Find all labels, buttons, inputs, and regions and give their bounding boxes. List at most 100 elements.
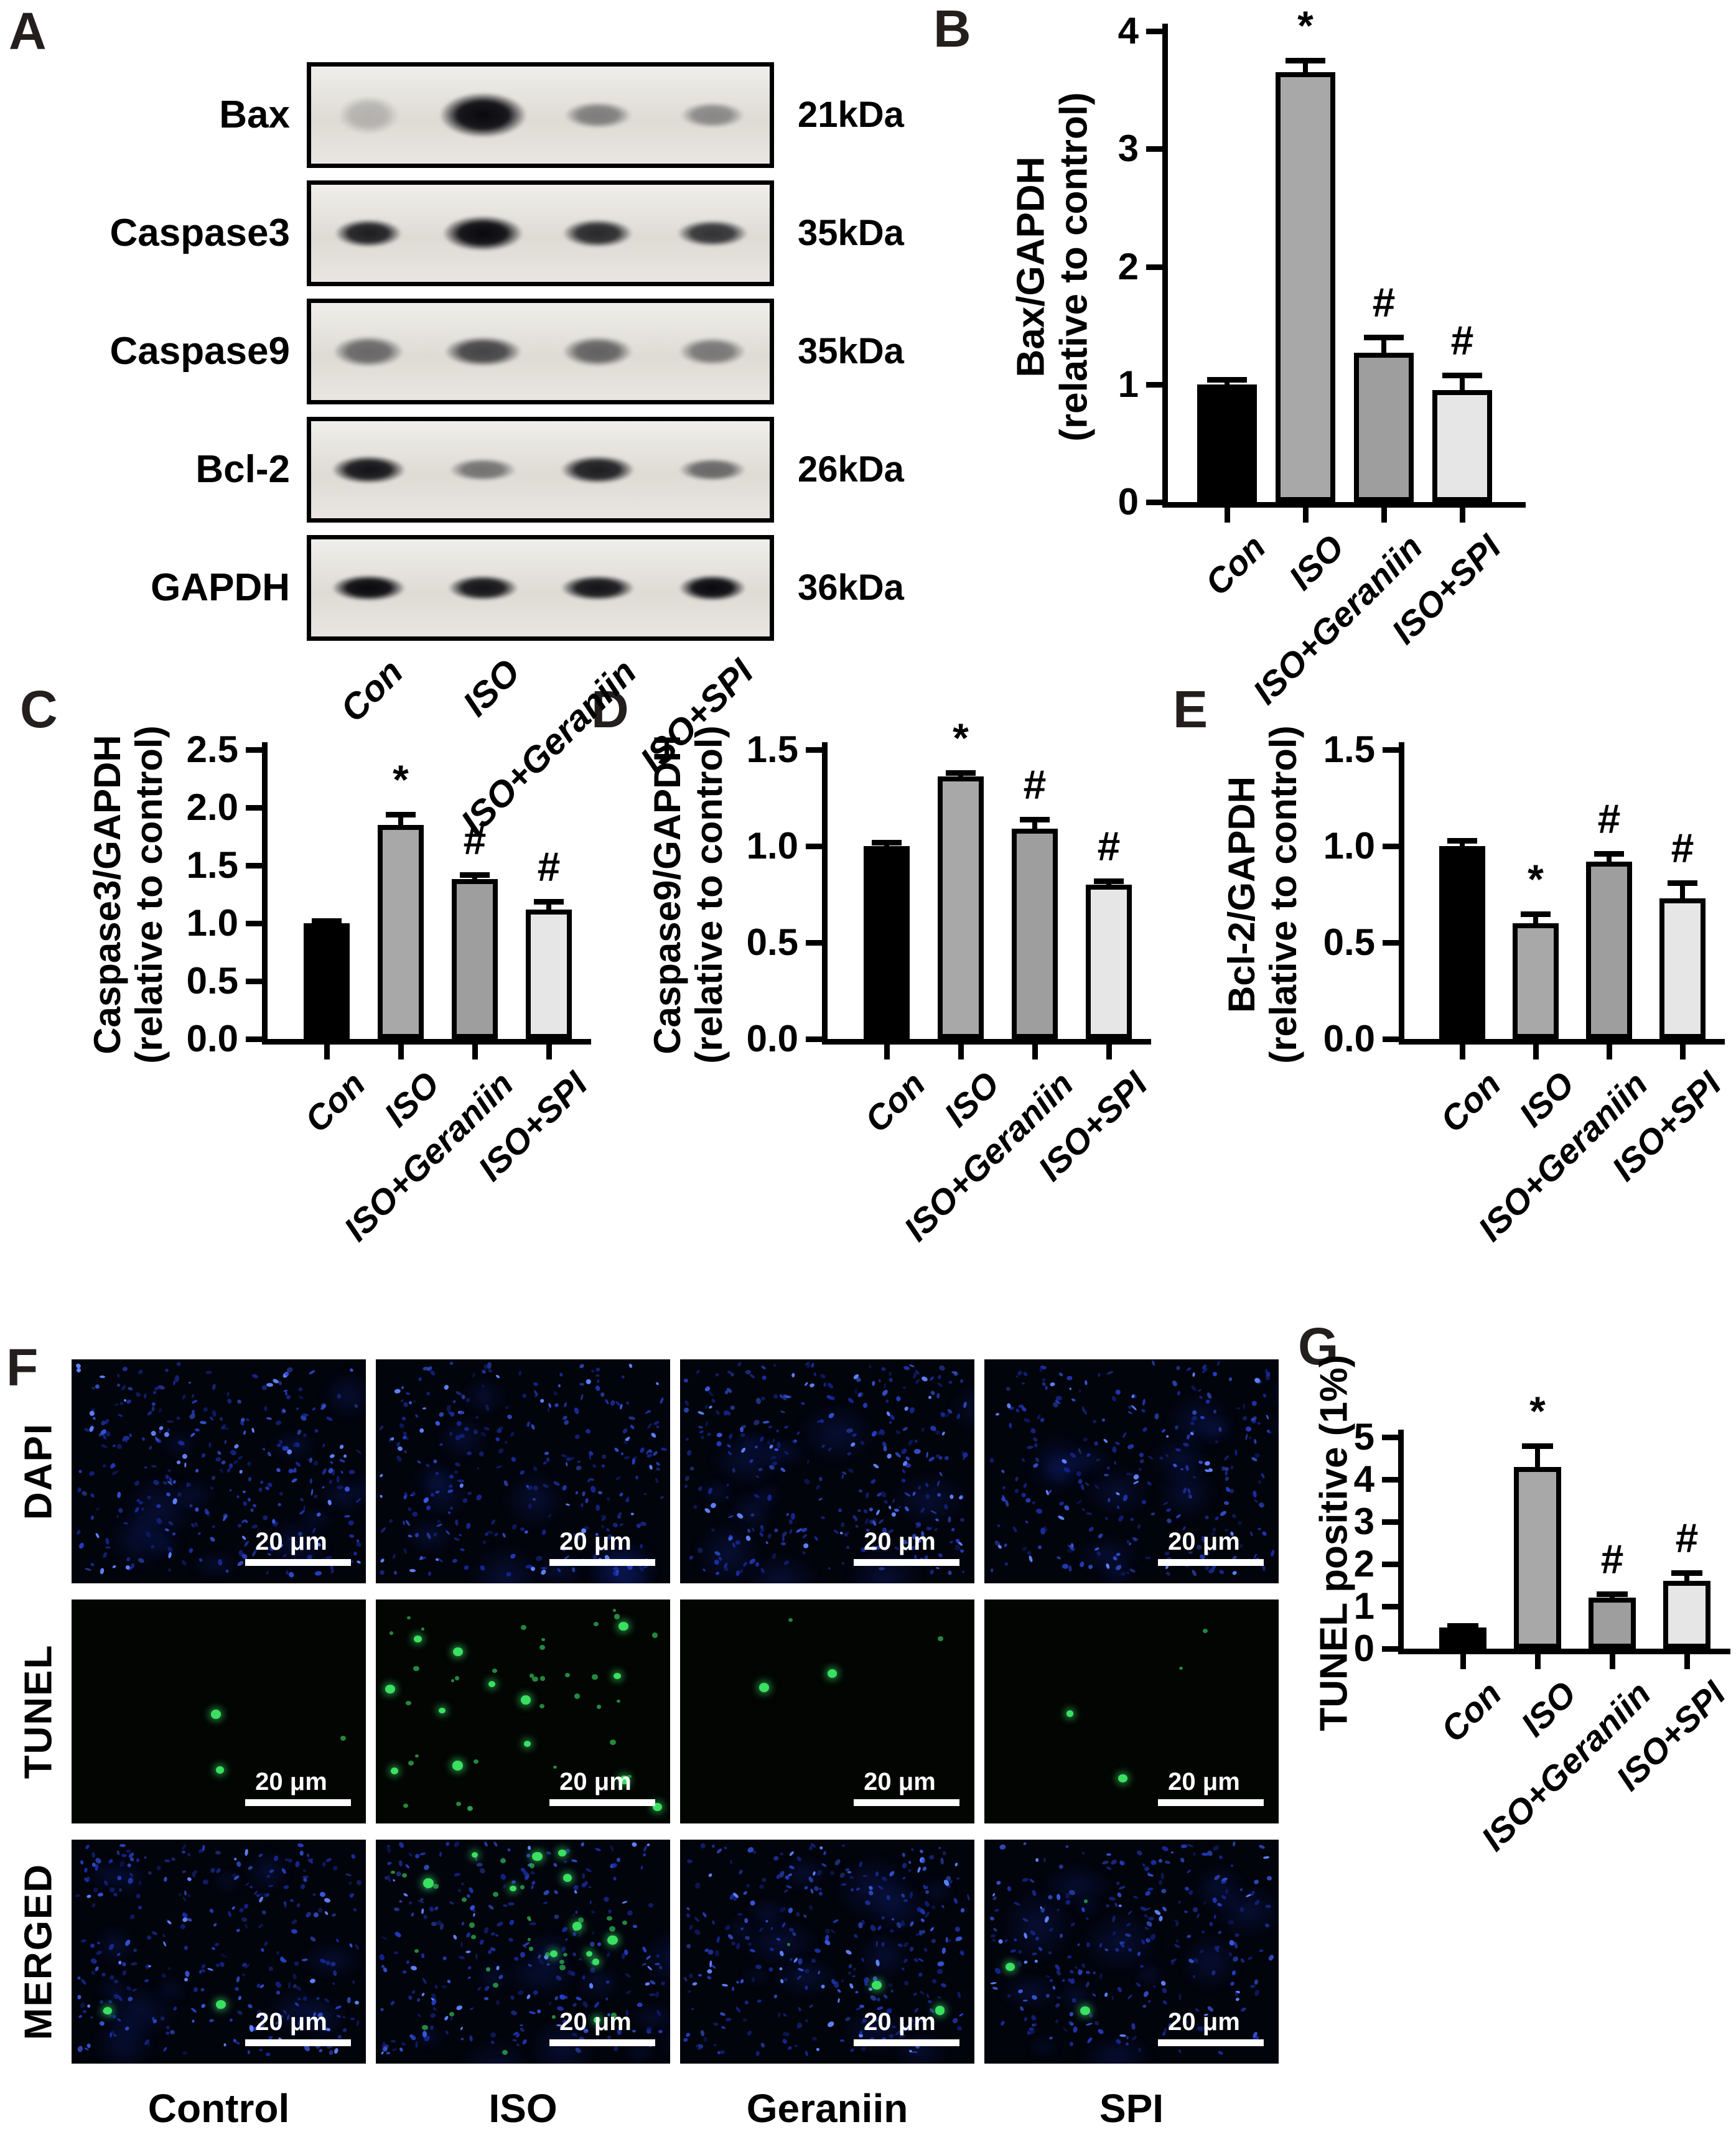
dapi-haze xyxy=(1014,1421,1103,1508)
x-category-label: ISO+Geraniin xyxy=(1473,1674,1658,1858)
y-tick xyxy=(806,844,822,849)
significance-marker: * xyxy=(1528,855,1544,902)
dapi-nucleus-dot xyxy=(378,1953,385,1961)
significance-marker: * xyxy=(953,715,969,761)
significance-marker: * xyxy=(1297,2,1314,49)
dapi-nucleus-dot xyxy=(393,1570,398,1575)
dapi-nucleus-dot xyxy=(941,1431,946,1437)
dapi-nucleus-dot xyxy=(382,1967,388,1973)
error-bar-cap xyxy=(459,872,490,878)
y-tick xyxy=(246,805,262,811)
dapi-nucleus-dot xyxy=(539,1399,544,1404)
tunel-green-dot xyxy=(559,1965,566,1971)
tunel-green-dot xyxy=(544,1952,551,1957)
dapi-nucleus-dot xyxy=(1253,1438,1257,1444)
dapi-nucleus-dot xyxy=(1059,1933,1063,1939)
dapi-nucleus-dot xyxy=(186,1893,192,1899)
dapi-haze xyxy=(693,1476,741,1509)
dapi-nucleus-dot xyxy=(317,1907,324,1914)
dapi-nucleus-dot xyxy=(574,1433,581,1440)
y-tick-label: 1 xyxy=(1118,363,1139,405)
dapi-nucleus-dot xyxy=(84,1567,91,1572)
dapi-nucleus-dot xyxy=(233,1443,240,1450)
dapi-nucleus-dot xyxy=(238,1995,243,2001)
dapi-nucleus-dot xyxy=(227,1911,233,1918)
x-category-label: ISO xyxy=(936,1064,1007,1135)
dapi-nucleus-dot xyxy=(356,1879,363,1886)
dapi-nucleus-dot xyxy=(1192,1372,1196,1378)
blot-band xyxy=(663,214,762,253)
dapi-nucleus-dot xyxy=(1127,1404,1133,1410)
dapi-nucleus-dot xyxy=(956,1991,962,1999)
dapi-nucleus-dot xyxy=(1022,1842,1027,1846)
dapi-nucleus-dot xyxy=(418,1377,423,1382)
dapi-nucleus-dot xyxy=(595,1367,601,1372)
tunel-green-dot xyxy=(577,1917,584,1923)
dapi-nucleus-dot xyxy=(1253,1499,1258,1504)
dapi-nucleus-dot xyxy=(814,1535,819,1542)
dapi-nucleus-dot xyxy=(184,1970,190,1977)
y-tick xyxy=(1382,1562,1398,1567)
dapi-nucleus-dot xyxy=(300,1883,306,1889)
dapi-haze xyxy=(90,1970,137,2011)
dapi-nucleus-dot xyxy=(454,1872,460,1877)
bar xyxy=(1354,352,1414,502)
dapi-nucleus-dot xyxy=(1228,1377,1233,1382)
dapi-nucleus-dot xyxy=(654,1477,660,1484)
bar xyxy=(526,909,572,1039)
dapi-nucleus-dot xyxy=(191,1409,195,1415)
dapi-nucleus-dot xyxy=(191,1394,195,1399)
dapi-nucleus-dot xyxy=(167,1967,171,1970)
dapi-nucleus-dot xyxy=(805,2050,808,2057)
tunel-green-dot xyxy=(529,1674,534,1678)
dapi-nucleus-dot xyxy=(93,1887,99,1893)
dapi-nucleus-dot xyxy=(1125,2042,1129,2046)
dapi-nucleus-dot xyxy=(931,1978,937,1985)
micrograph-row-label: MERGED xyxy=(17,1863,60,2041)
dapi-nucleus-dot xyxy=(417,2013,422,2018)
dapi-nucleus-dot xyxy=(823,1850,827,1856)
micrograph-tunel-geraniin: 20 μm xyxy=(680,1600,974,1823)
tunel-green-dot xyxy=(618,1621,628,1631)
dapi-nucleus-dot xyxy=(308,1369,316,1376)
scale-bar-text: 20 μm xyxy=(1168,1768,1240,1795)
dapi-nucleus-dot xyxy=(331,1981,336,1986)
y-tick-label: 1.0 xyxy=(746,825,798,867)
dapi-nucleus-dot xyxy=(571,2002,577,2008)
dapi-nucleus-dot xyxy=(786,1512,790,1517)
micrograph-dapi-control: 20 μm xyxy=(72,1359,366,1583)
dapi-nucleus-dot xyxy=(84,1843,90,1850)
dapi-nucleus-dot xyxy=(837,1998,840,2003)
dapi-nucleus-dot xyxy=(591,1930,595,1935)
dapi-nucleus-dot xyxy=(465,1893,470,1898)
dapi-nucleus-dot xyxy=(1021,1382,1025,1385)
dapi-nucleus-dot xyxy=(1034,1443,1038,1448)
dapi-nucleus-dot xyxy=(603,1896,610,1903)
dapi-nucleus-dot xyxy=(1141,1408,1146,1413)
dapi-nucleus-dot xyxy=(258,1487,263,1492)
significance-marker: # xyxy=(1450,317,1474,363)
y-tick-label: 2.0 xyxy=(186,786,238,828)
micrograph-tunel-control: 20 μm xyxy=(72,1600,366,1823)
dapi-nucleus-dot xyxy=(309,1857,314,1861)
dapi-nucleus-dot xyxy=(351,1853,357,1860)
dapi-nucleus-dot xyxy=(441,1985,447,1989)
y-axis-title-line1: TUNEL positive (1%) xyxy=(1312,1354,1356,1731)
dapi-nucleus-dot xyxy=(219,1468,225,1474)
y-tick-label: 0.5 xyxy=(1323,921,1375,963)
y-tick-label: 1 xyxy=(1353,1585,1374,1627)
dapi-nucleus-dot xyxy=(889,1929,894,1933)
dapi-nucleus-dot xyxy=(329,1460,334,1465)
tunel-green-dot xyxy=(1118,1774,1127,1782)
dapi-nucleus-dot xyxy=(1004,1562,1009,1567)
error-bar xyxy=(1381,337,1386,360)
dapi-haze xyxy=(304,1470,366,1519)
dapi-nucleus-dot xyxy=(1248,1436,1252,1440)
y-tick-label: 4 xyxy=(1353,1458,1374,1500)
dapi-nucleus-dot xyxy=(808,1904,814,1911)
dapi-nucleus-dot xyxy=(595,1504,600,1511)
dapi-nucleus-dot xyxy=(379,1569,385,1575)
dapi-nucleus-dot xyxy=(711,1964,717,1970)
dapi-nucleus-dot xyxy=(698,1425,703,1429)
dapi-nucleus-dot xyxy=(1015,1375,1019,1379)
